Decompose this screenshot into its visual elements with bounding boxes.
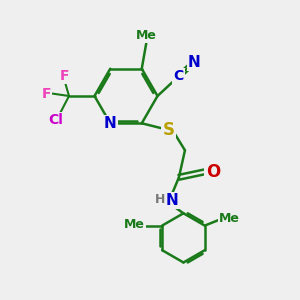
Text: Cl: Cl <box>48 113 63 127</box>
Text: H: H <box>155 193 166 206</box>
Text: S: S <box>163 122 175 140</box>
Text: Me: Me <box>136 29 157 42</box>
Text: C: C <box>173 70 184 83</box>
Text: F: F <box>60 69 69 83</box>
Text: Me: Me <box>124 218 145 231</box>
Text: F: F <box>42 87 51 100</box>
Text: Me: Me <box>219 212 240 225</box>
Text: N: N <box>104 116 117 131</box>
Text: O: O <box>206 163 220 181</box>
Text: N: N <box>188 55 200 70</box>
Text: N: N <box>166 193 179 208</box>
